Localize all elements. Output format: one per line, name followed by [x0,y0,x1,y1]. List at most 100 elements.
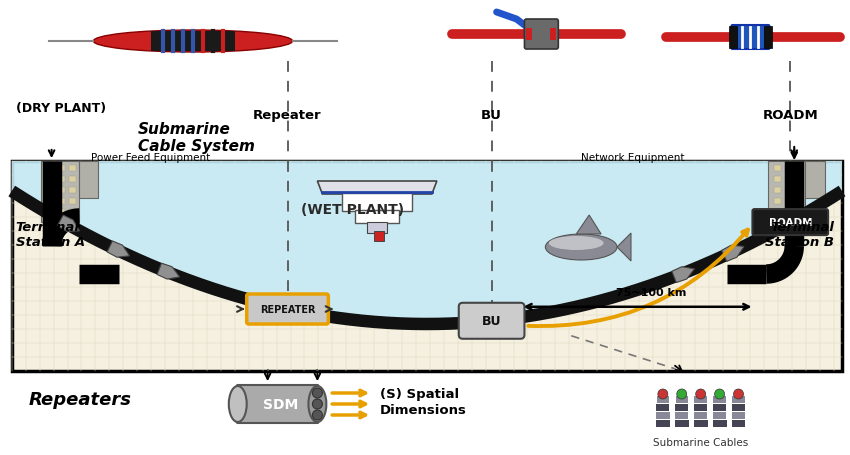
Ellipse shape [94,31,292,53]
Bar [796,210,802,216]
Text: BU: BU [482,314,501,328]
Bar [48,187,54,193]
Bar [355,211,399,223]
Bar [550,29,556,41]
Polygon shape [732,412,745,419]
Bar [48,198,54,205]
Text: (DRY PLANT): (DRY PLANT) [16,101,106,114]
Text: Terminal
Station A: Terminal Station A [16,221,85,248]
Ellipse shape [309,386,326,422]
Bar [774,165,781,172]
Bar [796,198,802,205]
Polygon shape [157,263,179,279]
Bar [785,198,791,205]
Polygon shape [772,220,794,237]
Bar [774,176,781,182]
Polygon shape [656,412,670,419]
Bar [796,176,802,182]
Text: Submarine
Cable System: Submarine Cable System [139,122,255,154]
Bar [59,210,65,216]
Text: 75~100 km: 75~100 km [615,287,686,297]
Ellipse shape [546,234,617,260]
Circle shape [734,389,744,399]
Bar [48,165,54,172]
Ellipse shape [549,237,604,250]
Bar [785,176,791,182]
Polygon shape [576,216,601,234]
Polygon shape [694,404,707,411]
Text: Network Equipment: Network Equipment [581,153,685,162]
Polygon shape [732,404,745,411]
FancyBboxPatch shape [752,210,828,236]
FancyBboxPatch shape [237,385,319,423]
Circle shape [313,388,322,398]
Bar [785,187,791,193]
Bar [48,210,54,216]
FancyBboxPatch shape [524,20,558,50]
Circle shape [313,410,322,420]
Polygon shape [617,233,631,262]
Polygon shape [694,396,707,403]
Bar [774,187,781,193]
Polygon shape [656,420,670,427]
Bar [785,165,791,172]
Bar [78,162,99,198]
Bar [805,162,825,198]
Bar [796,187,802,193]
Polygon shape [732,420,745,427]
Bar [785,210,791,216]
FancyBboxPatch shape [246,294,328,324]
Polygon shape [713,404,726,411]
Text: REPEATER: REPEATER [260,304,315,314]
Text: ROADM: ROADM [768,217,812,228]
Text: BU: BU [481,108,502,121]
Polygon shape [694,420,708,427]
Circle shape [715,389,724,399]
Bar [764,27,773,49]
Bar [12,162,842,371]
Bar [59,198,65,205]
Circle shape [677,389,687,399]
Bar [374,232,384,242]
Bar [69,176,76,182]
Bar [768,162,805,222]
Polygon shape [58,216,80,232]
FancyBboxPatch shape [459,303,524,339]
Text: SDM: SDM [263,397,298,411]
Bar [69,165,76,172]
Text: (WET PLANT): (WET PLANT) [301,202,404,217]
Polygon shape [713,396,726,403]
Circle shape [313,399,322,409]
Bar [526,29,532,41]
Text: ROADM: ROADM [762,108,819,121]
Text: Terminal
Station B: Terminal Station B [765,221,834,248]
Polygon shape [713,412,726,419]
Polygon shape [12,162,842,324]
Bar [69,198,76,205]
Bar [343,193,412,212]
Bar [774,210,781,216]
Polygon shape [317,182,437,195]
Text: Power Feed Equipment: Power Feed Equipment [92,153,211,162]
Bar [69,210,76,216]
Bar [59,187,65,193]
FancyBboxPatch shape [732,26,769,50]
Polygon shape [675,420,688,427]
Polygon shape [675,412,688,419]
Polygon shape [656,404,669,411]
Bar [774,198,781,205]
Circle shape [695,389,706,399]
Polygon shape [694,412,707,419]
Polygon shape [675,404,688,411]
Polygon shape [656,396,669,403]
Ellipse shape [229,386,246,422]
Bar [728,27,736,49]
Text: Repeater: Repeater [253,108,322,121]
Bar [41,162,78,222]
Bar [796,165,802,172]
Text: Submarine Cables: Submarine Cables [653,437,748,447]
Bar [151,32,235,52]
Polygon shape [733,396,745,403]
Text: Repeaters: Repeaters [28,390,131,408]
Bar [69,187,76,193]
